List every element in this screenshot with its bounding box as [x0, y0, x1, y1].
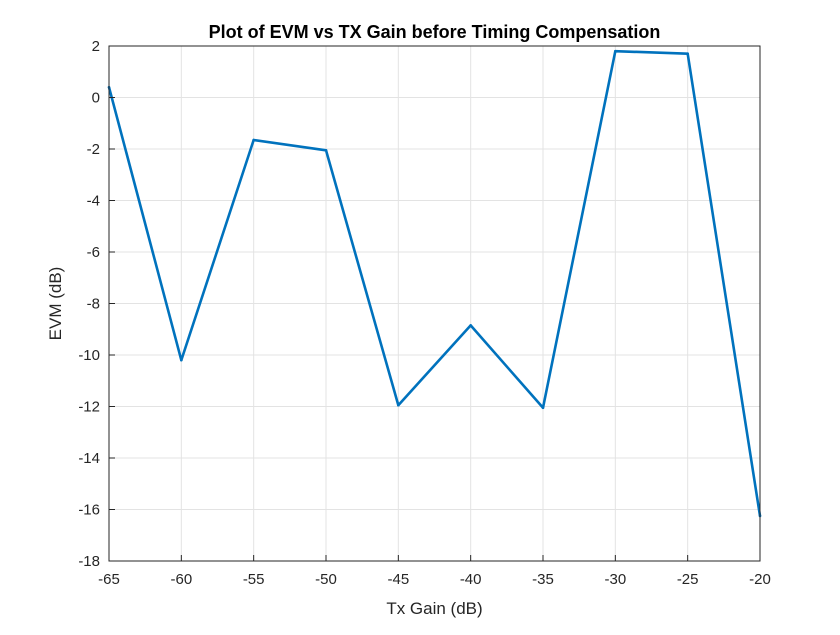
x-tick-label: -30 — [604, 571, 626, 588]
y-tick-label: -16 — [78, 502, 100, 519]
data-point — [469, 324, 472, 327]
grid — [109, 46, 760, 561]
x-tick-label: -20 — [749, 571, 771, 588]
data-point — [324, 148, 328, 152]
x-tick-label: -55 — [243, 571, 265, 588]
x-tick-label: -65 — [98, 571, 120, 588]
x-tick-label: -35 — [532, 571, 554, 588]
x-axis-label: Tx Gain (dB) — [386, 599, 482, 618]
series-layer — [107, 49, 762, 518]
data-point — [614, 49, 617, 53]
series-line — [107, 49, 762, 517]
y-axis-label: EVM (dB) — [46, 267, 65, 341]
x-tick-label: -50 — [315, 571, 337, 588]
data-point — [252, 138, 255, 142]
x-tick-label: -40 — [460, 571, 482, 588]
y-tick-label: -8 — [87, 296, 100, 313]
y-tick-label: 2 — [92, 38, 100, 55]
x-tick-label: -45 — [387, 571, 409, 588]
y-tick-label: -4 — [87, 193, 100, 210]
x-tick-label: -25 — [677, 571, 699, 588]
y-tick-label: -14 — [78, 450, 100, 467]
y-tick-label: 0 — [92, 90, 100, 107]
data-point — [541, 406, 545, 410]
data-point — [180, 358, 183, 362]
data-point — [686, 52, 689, 56]
y-tick-label: -12 — [78, 399, 100, 416]
y-tick-label: -2 — [87, 141, 100, 158]
data-point — [397, 403, 400, 407]
chart-title: Plot of EVM vs TX Gain before Timing Com… — [209, 22, 661, 42]
y-tick-label: -10 — [78, 347, 100, 364]
y-tick-label: -18 — [78, 553, 100, 570]
ticks: -65 -60 -55 -50 -45 -40 -35 -30 -25 -20-18-16-14-… — [78, 38, 771, 588]
y-tick-label: -6 — [87, 244, 100, 261]
x-tick-label: -60 — [170, 571, 192, 588]
